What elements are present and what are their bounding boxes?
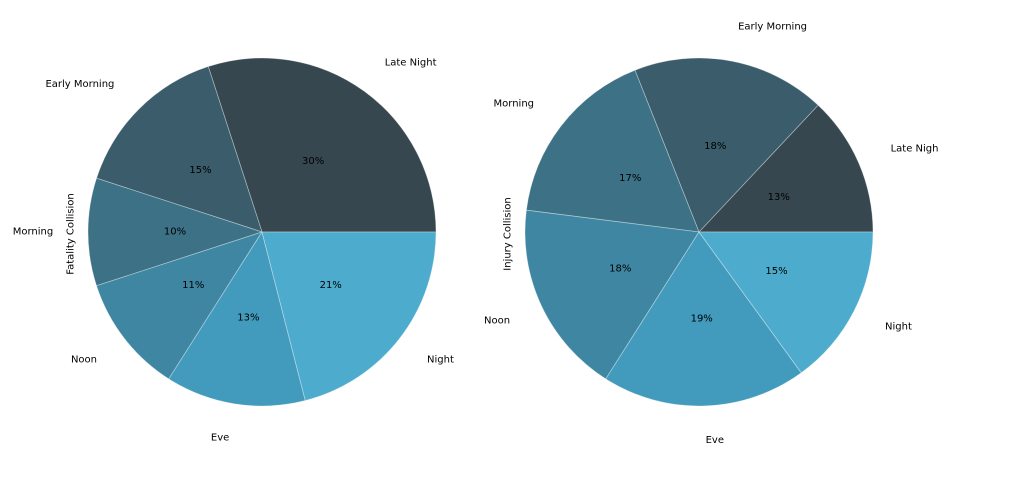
- slice-pct-eve: 13%: [237, 312, 259, 323]
- pie-slice-morning: [525, 69, 700, 233]
- slice-pct-morning: 17%: [619, 173, 641, 184]
- slice-label-morning: Morning: [13, 227, 53, 238]
- pie-slice-early-morning: [634, 57, 819, 233]
- slice-pct-noon: 11%: [182, 280, 204, 291]
- slice-label-early-morning: Early Morning: [45, 79, 114, 90]
- ylabel-fatality-collision: Fatality Collision: [65, 193, 77, 275]
- pie-slice-night: [698, 231, 874, 374]
- pie-slice-late-nigh: [698, 104, 874, 233]
- ylabel-injury-collision: Injury Collision: [502, 197, 514, 271]
- pie-slice-noon: [96, 231, 263, 380]
- slice-pct-early-morning: 18%: [704, 141, 726, 152]
- slice-label-morning: Morning: [494, 99, 534, 110]
- slice-pct-night: 15%: [765, 266, 787, 277]
- pie-fatality-collision: 30% Late Night 15% Early Morning 10% Morning 1…: [13, 58, 454, 444]
- slice-pct-late-night: 30%: [302, 156, 324, 167]
- slice-label-noon: Noon: [484, 315, 510, 326]
- slice-label-noon: Noon: [71, 355, 97, 366]
- pie-slice-eve: [605, 231, 802, 407]
- slice-label-late-nigh: Late Nigh: [891, 144, 939, 155]
- pie-slice-noon: [524, 209, 700, 380]
- slice-pct-early-morning: 15%: [189, 165, 211, 176]
- pie-slice-morning: [87, 177, 263, 287]
- slice-label-late-night: Late Night: [385, 58, 437, 69]
- slice-label-early-morning: Early Morning: [738, 21, 807, 32]
- slice-pct-morning: 10%: [164, 227, 186, 238]
- slice-pct-night: 21%: [320, 280, 342, 291]
- pie-slice-late-night: [207, 57, 437, 233]
- slice-pct-eve: 19%: [691, 314, 713, 325]
- slice-pct-noon: 18%: [609, 264, 631, 275]
- slice-label-eve: Eve: [211, 433, 229, 444]
- pie-slice-eve: [168, 231, 306, 407]
- pie-slice-night: [261, 231, 437, 401]
- slice-label-night: Night: [427, 355, 454, 366]
- pie-slice-early-morning: [96, 66, 263, 233]
- slice-label-eve: Eve: [706, 435, 724, 446]
- slice-pct-late-nigh: 13%: [768, 192, 790, 203]
- slice-label-night: Night: [885, 321, 912, 332]
- pie-injury-collision: 13% Late Nigh 18% Early Morning 17% Morning 18…: [484, 21, 938, 446]
